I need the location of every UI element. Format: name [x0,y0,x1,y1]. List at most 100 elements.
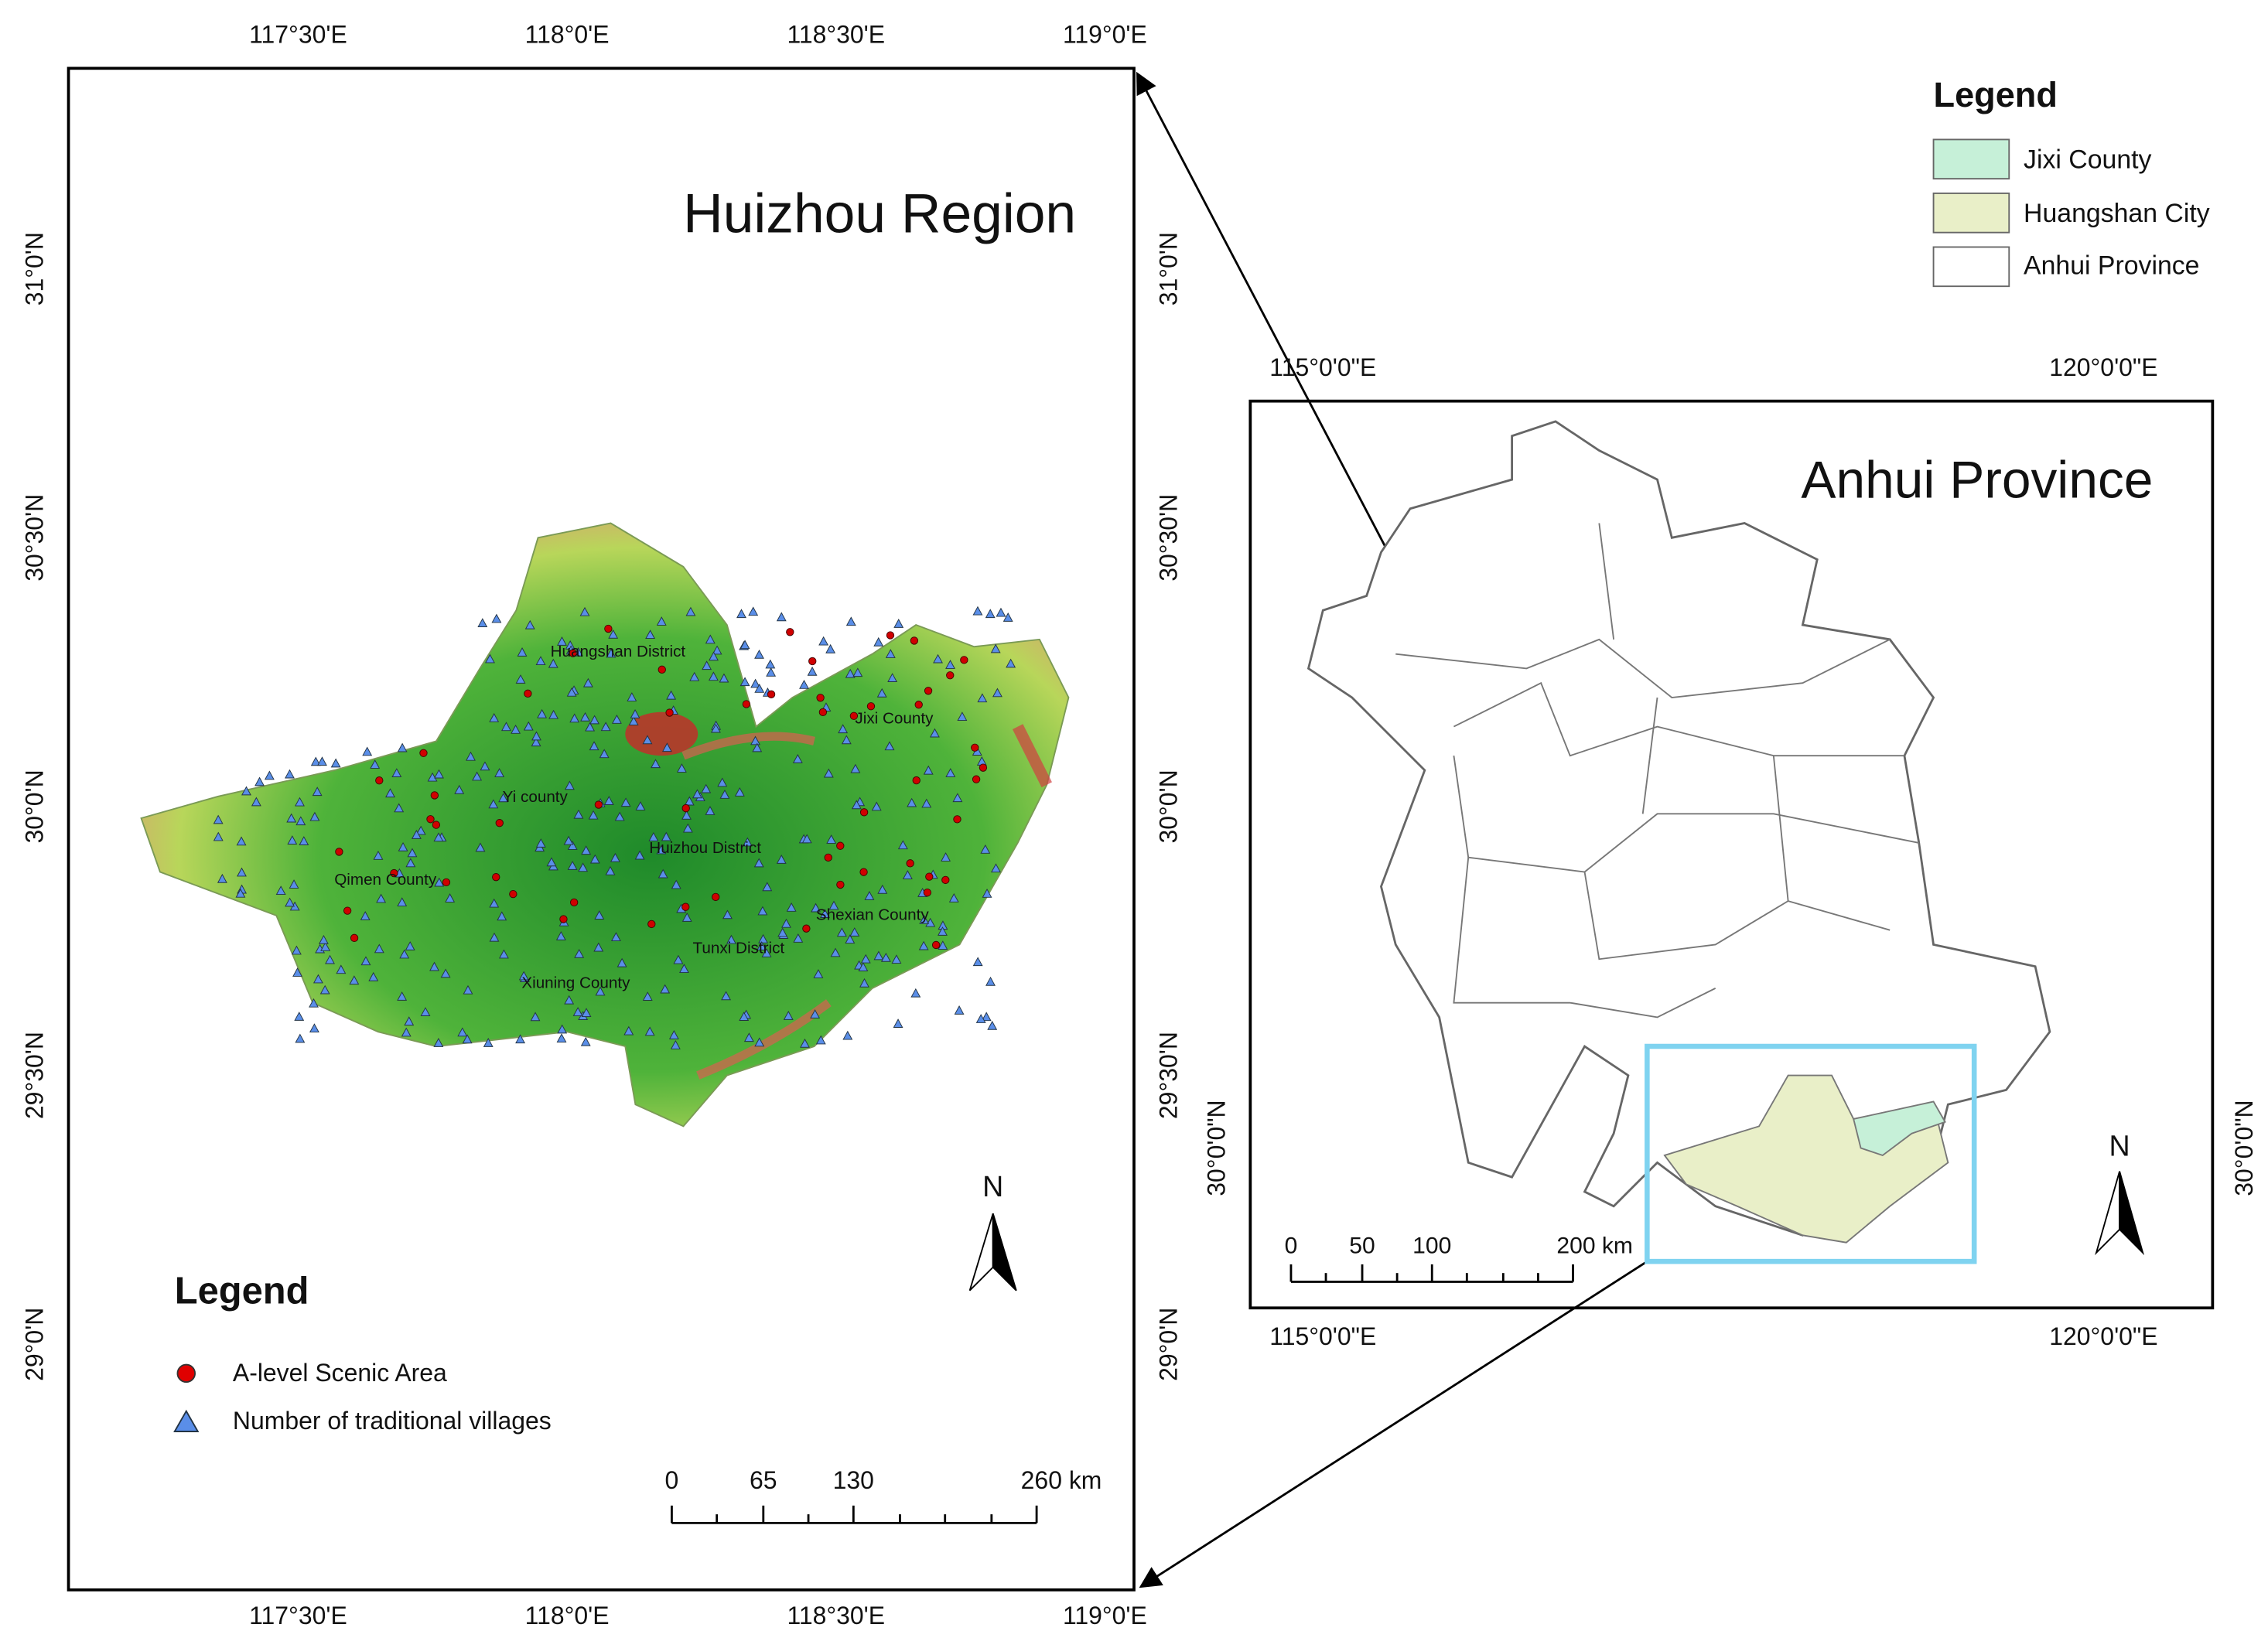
village-symbol [610,852,620,862]
lat-label: 30°0'N [1154,769,1182,843]
village-symbol [945,660,955,669]
village-symbol [938,940,948,950]
village-symbol [721,991,732,1001]
village-symbol [578,862,589,872]
village-symbol [753,858,764,868]
village-symbol [765,659,776,669]
ridge [681,732,815,760]
village-symbol [299,836,309,845]
lat-label: 29°30'N [21,1032,49,1119]
legend-title: Legend [1934,75,2058,114]
legend-label: Huangshan City [2024,199,2210,228]
scenic-symbol [910,636,919,645]
village-symbol [491,613,502,623]
village-symbol [954,1005,965,1015]
village-symbol [792,754,803,763]
scenic-symbol [426,815,435,824]
scale-label: 0 [665,1466,679,1494]
village-symbol [845,934,856,944]
village-symbol [635,801,646,810]
scenic-symbol [816,694,825,702]
village-symbol [563,835,574,845]
scenic-symbol [931,940,941,950]
village-symbol [515,674,526,684]
village-symbol [860,954,871,964]
village-symbol [588,810,599,820]
village-symbol [397,742,408,752]
village-symbol [599,749,610,759]
village-symbol [781,918,791,928]
scenic-symbol [569,649,577,657]
village-symbol [489,713,500,722]
village-symbol [497,911,507,921]
village-symbol [933,653,943,664]
lon-label: 117°30'E [249,1602,347,1629]
village-symbol [679,964,689,974]
place-label: Yi county [503,788,569,806]
village-symbol [658,868,668,879]
village-symbol [374,943,384,954]
village-symbol [241,786,251,796]
village-symbol [748,606,759,616]
village-symbol [830,947,841,957]
village-symbol [480,761,490,771]
scenic-symbol [818,708,828,717]
village-symbol [661,831,671,841]
scenic-symbol [786,628,794,636]
village-symbol [876,688,887,698]
lon-label: 115°0'0"E [1269,1322,1376,1350]
village-symbol [923,765,934,775]
village-symbol [489,898,500,908]
village-symbol [996,607,1006,617]
village-symbol [310,756,321,766]
village-symbol [893,1018,903,1028]
village-symbol [235,888,246,898]
province-outline [1306,420,2051,1237]
village-symbol [548,709,559,719]
village-symbol [627,692,637,701]
lat-label: 30°30'N [21,494,49,582]
village-symbol [524,619,535,630]
village-symbol [750,735,760,746]
village-symbol [237,867,247,877]
legend-title: Legend [175,1270,309,1312]
village-symbol [673,954,684,964]
village-symbol [957,711,968,722]
village-symbol [313,974,323,984]
lon-label: 119°0'E [1063,1602,1147,1629]
village-symbol [972,606,983,616]
village-symbol [887,673,898,682]
village-symbol [289,879,299,889]
village-symbol [661,742,672,752]
village-symbol [685,606,696,616]
scenic-symbol [390,868,398,878]
village-symbol [611,715,622,724]
village-symbol [648,831,659,841]
scale-label: 130 [833,1466,874,1494]
village-symbol [930,728,940,738]
village-symbol [811,902,821,913]
village-symbol [891,954,902,964]
scale-label: 260 km [1021,1466,1102,1494]
scenic-symbol [849,711,859,720]
village-symbol [684,796,695,806]
village-symbol [902,870,913,879]
village-symbol [823,768,834,778]
legend-swatch [1932,192,2010,234]
village-symbol [742,837,753,847]
scenic-symbol [681,804,690,813]
village-symbol [726,934,736,944]
village-symbol [859,978,869,988]
village-symbol [405,858,416,868]
village-symbol [511,724,521,734]
scale-label: 50 [1349,1233,1375,1258]
focus-box [1645,1043,1977,1264]
village-symbol [318,934,329,944]
scenic-symbol [946,671,955,680]
village-symbol [589,715,600,725]
scenic-symbol [914,701,923,709]
lat-label: 31°0'N [21,232,49,305]
village-symbol [515,1034,525,1044]
scale-bar [1289,1264,1574,1283]
scale-label: 200 km [1556,1233,1633,1258]
